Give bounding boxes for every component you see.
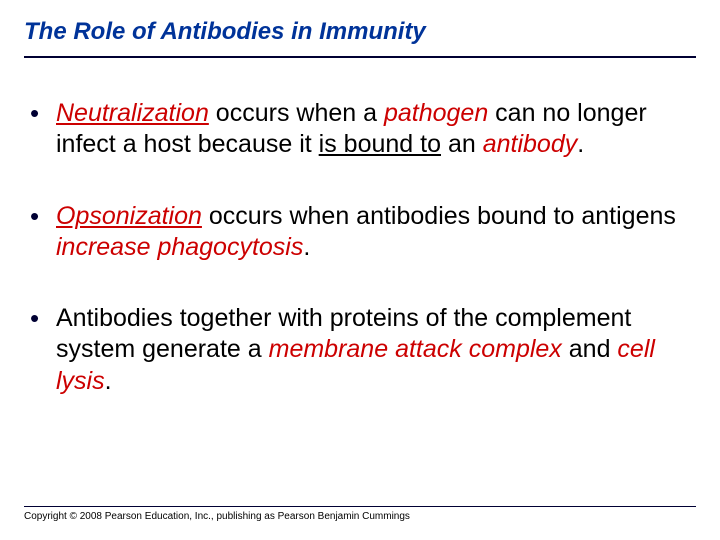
term-neutralization: Neutralization bbox=[56, 99, 209, 127]
slide-title: The Role of Antibodies in Immunity bbox=[24, 18, 696, 58]
bullet-item: • Opsonization occurs when antibodies bo… bbox=[30, 201, 696, 264]
term-phagocytosis: increase phagocytosis bbox=[56, 233, 303, 261]
bullet-marker-icon: • bbox=[30, 303, 42, 333]
term-membrane-attack-complex: membrane attack complex bbox=[269, 335, 562, 363]
text-segment: . bbox=[577, 130, 584, 158]
text-segment: occurs when a bbox=[209, 99, 384, 127]
term-antibody: antibody bbox=[483, 130, 578, 158]
bullet-text: Opsonization occurs when antibodies boun… bbox=[56, 201, 696, 264]
copyright-text: Copyright © 2008 Pearson Education, Inc.… bbox=[24, 511, 696, 522]
term-pathogen: pathogen bbox=[384, 99, 488, 127]
text-segment: occurs when antibodies bound to antigens bbox=[202, 202, 676, 230]
bullet-text: Neutralization occurs when a pathogen ca… bbox=[56, 98, 696, 161]
bullet-item: • Neutralization occurs when a pathogen … bbox=[30, 98, 696, 161]
text-segment: and bbox=[562, 335, 618, 363]
slide-content: • Neutralization occurs when a pathogen … bbox=[24, 98, 696, 397]
bullet-text: Antibodies together with proteins of the… bbox=[56, 303, 696, 397]
bullet-item: • Antibodies together with proteins of t… bbox=[30, 303, 696, 397]
bullet-marker-icon: • bbox=[30, 201, 42, 231]
slide: The Role of Antibodies in Immunity • Neu… bbox=[0, 0, 720, 540]
text-segment: an bbox=[441, 130, 483, 158]
text-underline: is bound to bbox=[319, 130, 441, 158]
term-opsonization: Opsonization bbox=[56, 202, 202, 230]
bullet-marker-icon: • bbox=[30, 98, 42, 128]
text-segment: . bbox=[303, 233, 310, 261]
slide-footer: Copyright © 2008 Pearson Education, Inc.… bbox=[24, 506, 696, 522]
text-segment: . bbox=[105, 367, 112, 395]
footer-rule: Copyright © 2008 Pearson Education, Inc.… bbox=[24, 506, 696, 522]
